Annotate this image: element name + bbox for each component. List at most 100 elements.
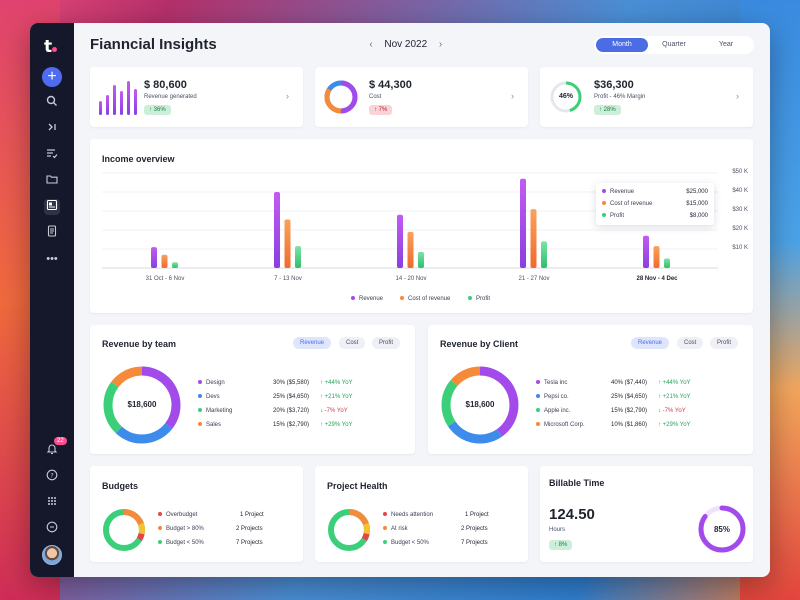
profit-gauge-label: 46% bbox=[558, 93, 573, 100]
project-health-card: Project Health Needs attention 1 Project… bbox=[315, 466, 528, 562]
donut-total: $18,600 bbox=[465, 400, 495, 409]
client-row-label: Tesla inc bbox=[536, 380, 567, 386]
kpi-cost-card[interactable]: $ 44,300 Cost ↑ 7% › bbox=[315, 67, 528, 127]
search-icon[interactable] bbox=[44, 95, 60, 111]
page-title: Fianncial Insights bbox=[90, 36, 217, 53]
svg-text:?: ? bbox=[50, 471, 53, 479]
health-row-label: Needs attention bbox=[383, 512, 433, 518]
tooltip-value: $15,000 bbox=[686, 201, 708, 207]
client-row-yoy: ↑ +44% YoY bbox=[658, 380, 691, 386]
health-donut bbox=[328, 509, 370, 551]
client-row-yoy: ↑ +29% YoY bbox=[658, 422, 691, 428]
client-donut bbox=[441, 366, 519, 444]
bar-profit[interactable] bbox=[418, 251, 424, 268]
bar-revenue[interactable] bbox=[151, 247, 157, 268]
bar-cost-of-revenue[interactable] bbox=[653, 246, 660, 268]
bar-profit[interactable] bbox=[172, 262, 178, 268]
bell-icon[interactable] bbox=[44, 443, 60, 459]
bar-cost-of-revenue[interactable] bbox=[161, 254, 168, 268]
health-row-value: 2 Projects bbox=[461, 526, 488, 532]
tab-revenue[interactable]: Revenue bbox=[631, 337, 670, 349]
tooltip-label: Revenue bbox=[602, 189, 634, 195]
cost-donut-icon bbox=[324, 80, 358, 114]
budget-row-value: 7 Projects bbox=[236, 540, 263, 546]
team-row-label: Devs bbox=[198, 394, 220, 400]
billable-percent: 85% bbox=[713, 525, 730, 534]
bar-revenue[interactable] bbox=[643, 235, 649, 268]
ring-fill bbox=[698, 505, 746, 553]
kpi-value: $36,300 bbox=[594, 79, 634, 91]
bar-profit[interactable] bbox=[664, 258, 670, 269]
chevron-right-icon[interactable]: › bbox=[511, 91, 514, 101]
more-icon[interactable]: ••• bbox=[46, 253, 58, 265]
logo-dot bbox=[52, 47, 57, 52]
app-logo[interactable]: t bbox=[44, 37, 53, 57]
user-avatar[interactable] bbox=[42, 545, 62, 565]
bar-revenue[interactable] bbox=[274, 192, 280, 268]
budgets-card: Budgets Overbudget 1 Project Budget > 80… bbox=[90, 466, 303, 562]
help-icon[interactable]: ? bbox=[44, 469, 60, 485]
card-title: Billable Time bbox=[549, 478, 605, 488]
client-row-value: 25% ($4,650) bbox=[611, 394, 648, 400]
period-quarter[interactable]: Quarter bbox=[662, 41, 686, 48]
tab-profit[interactable]: Profit bbox=[710, 337, 739, 349]
billable-hours: 124.50 bbox=[549, 506, 595, 523]
period-year[interactable]: Year bbox=[718, 41, 734, 48]
prev-month-icon[interactable]: ‹ bbox=[369, 39, 373, 50]
bar-cost-of-revenue[interactable] bbox=[284, 219, 291, 268]
kpi-label: Profit - 46% Margin bbox=[594, 94, 646, 100]
team-row-value: 30% ($5,580) bbox=[273, 380, 310, 386]
kpi-profit-card[interactable]: 46% $36,300 Profit - 46% Margin ↑ 28% › bbox=[540, 67, 753, 127]
client-row-label: Apple inc. bbox=[536, 408, 570, 414]
team-donut bbox=[103, 366, 181, 444]
kpi-revenue-card[interactable]: $ 80,600 Revenue generated ↑ 36% › bbox=[90, 67, 303, 127]
legend-profit: Profit bbox=[468, 296, 490, 302]
chevron-right-icon[interactable]: › bbox=[736, 91, 739, 101]
bar-cost-of-revenue[interactable] bbox=[407, 231, 414, 268]
logout-icon[interactable] bbox=[44, 521, 60, 537]
bar-cost-of-revenue[interactable] bbox=[530, 209, 537, 268]
folder-icon[interactable] bbox=[44, 173, 60, 189]
team-row-yoy: ↑ +44% YoY bbox=[320, 380, 353, 386]
collapse-icon[interactable] bbox=[44, 121, 60, 137]
bar-profit[interactable] bbox=[541, 241, 547, 268]
x-category-label: 14 - 20 Nov bbox=[395, 276, 427, 282]
y-tick-label: $10 K bbox=[732, 245, 748, 251]
x-category-label: 7 - 13 Nov bbox=[274, 276, 302, 282]
chart-tooltip: Revenue $25,000 Cost of revenue $15,000 … bbox=[596, 183, 714, 225]
bar-revenue[interactable] bbox=[520, 178, 526, 268]
current-month: Nov 2022 bbox=[384, 39, 428, 50]
grid-icon[interactable] bbox=[44, 495, 60, 511]
card-title: Budgets bbox=[102, 481, 138, 491]
kpi-change-badge: ↑ 7% bbox=[369, 105, 393, 115]
card-title: Revenue by team bbox=[102, 339, 177, 349]
x-category-label: 31 Oct - 6 Nov bbox=[145, 276, 185, 282]
tab-cost[interactable]: Cost bbox=[677, 337, 704, 349]
income-chart bbox=[102, 172, 718, 269]
budget-row-label: Overbudget bbox=[158, 512, 197, 518]
add-button[interactable]: + bbox=[42, 67, 62, 87]
tab-revenue[interactable]: Revenue bbox=[293, 337, 332, 349]
bar-profit[interactable] bbox=[295, 246, 301, 268]
period-month[interactable]: Month bbox=[596, 38, 648, 52]
tab-profit[interactable]: Profit bbox=[372, 337, 401, 349]
billable-progress-ring bbox=[698, 505, 746, 553]
team-row-label: Design bbox=[198, 380, 225, 386]
main-content: Fianncial Insights ‹ Nov 2022 › Month Qu… bbox=[74, 23, 770, 577]
x-category-label: 21 - 27 Nov bbox=[518, 276, 550, 282]
card-title: Income overview bbox=[102, 154, 175, 164]
income-overview-card: Income overview $50 K $40 K $30 K $20 K … bbox=[90, 139, 753, 313]
dashboard-icon[interactable] bbox=[44, 199, 60, 215]
next-month-icon[interactable]: › bbox=[438, 39, 443, 50]
document-icon[interactable] bbox=[44, 225, 60, 241]
card-title: Revenue by Client bbox=[440, 339, 519, 349]
health-row-label: Budget < 50% bbox=[383, 540, 429, 546]
kpi-change-badge: ↑ 36% bbox=[144, 105, 171, 115]
team-row-label: Sales bbox=[198, 422, 221, 428]
bar-revenue[interactable] bbox=[397, 214, 403, 268]
tab-cost[interactable]: Cost bbox=[339, 337, 366, 349]
y-tick-label: $40 K bbox=[732, 188, 748, 194]
chevron-right-icon[interactable]: › bbox=[286, 91, 289, 101]
tasks-icon[interactable] bbox=[44, 147, 60, 163]
client-row-label: Microsoft Corp. bbox=[536, 422, 585, 428]
